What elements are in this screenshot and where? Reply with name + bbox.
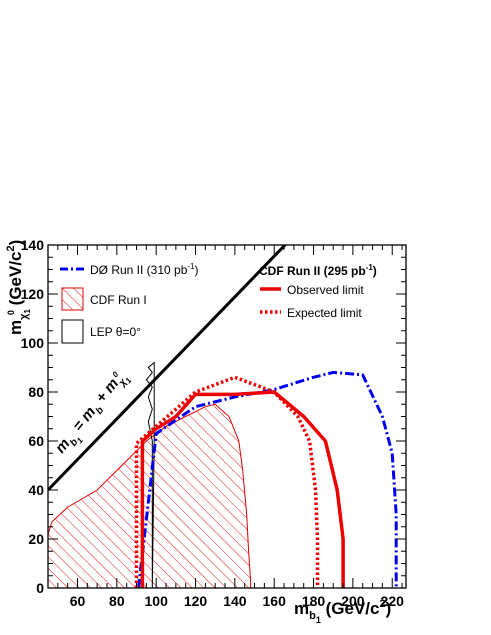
legend-expected-label: Expected limit: [287, 306, 362, 320]
x-tick-label: 160: [263, 593, 287, 609]
legend-observed-label: Observed limit: [287, 283, 364, 297]
x-axis-label-tilde: ~: [309, 600, 316, 612]
y-tick-label: 100: [21, 335, 45, 351]
x-tick-label: 80: [109, 593, 125, 609]
y-tick-label: 20: [28, 531, 44, 547]
kinematic-boundary-line: [48, 245, 287, 492]
x-tick-label: 220: [381, 593, 405, 609]
legend-right: CDF Run II (295 pb-1) Observed limit Exp…: [259, 263, 377, 320]
legend-d0-label: DØ Run II (310 pb-1): [90, 262, 199, 277]
x-tick-label: 180: [302, 593, 326, 609]
x-tick-label: 60: [70, 593, 86, 609]
legend-cdf-run1-swatch: [61, 287, 84, 311]
x-axis-label: mb1 (GeV/c2): [294, 598, 391, 625]
y-tick-label: 0: [36, 580, 44, 596]
y-axis-tick-labels: 0 20 40 60 80 100 120 140: [21, 237, 45, 596]
x-tick-label: 140: [223, 593, 247, 609]
d0-run2-limit-curve: [137, 370, 398, 588]
legend-left: DØ Run II (310 pb-1) CDF Run I LEP θ=0°: [60, 262, 199, 344]
x-axis-ticks: [57, 245, 403, 588]
y-tick-label: 140: [21, 237, 45, 253]
legend-lep-label: LEP θ=0°: [90, 325, 141, 339]
y-tick-label: 60: [28, 433, 44, 449]
cdf-observed-limit-curve: [140, 390, 345, 588]
x-tick-label: 100: [145, 593, 169, 609]
x-tick-label: 120: [184, 593, 208, 609]
x-axis-tick-labels: 60 80 100 120 140 160 180 200 220: [70, 593, 404, 609]
y-tick-label: 40: [28, 482, 44, 498]
x-tick-label: 200: [341, 593, 365, 609]
cdf-expected-limit-curve: [134, 375, 320, 588]
legend-right-title: CDF Run II (295 pb-1): [259, 263, 377, 278]
y-axis-label: mχ10 (GeV/c2): [5, 240, 32, 335]
legend-cdf-run1-label: CDF Run I: [90, 293, 147, 307]
legend-lep-swatch: [61, 319, 84, 344]
y-axis-ticks: [48, 244, 406, 589]
y-tick-label: 80: [28, 384, 44, 400]
y-tick-label: 120: [21, 286, 45, 302]
